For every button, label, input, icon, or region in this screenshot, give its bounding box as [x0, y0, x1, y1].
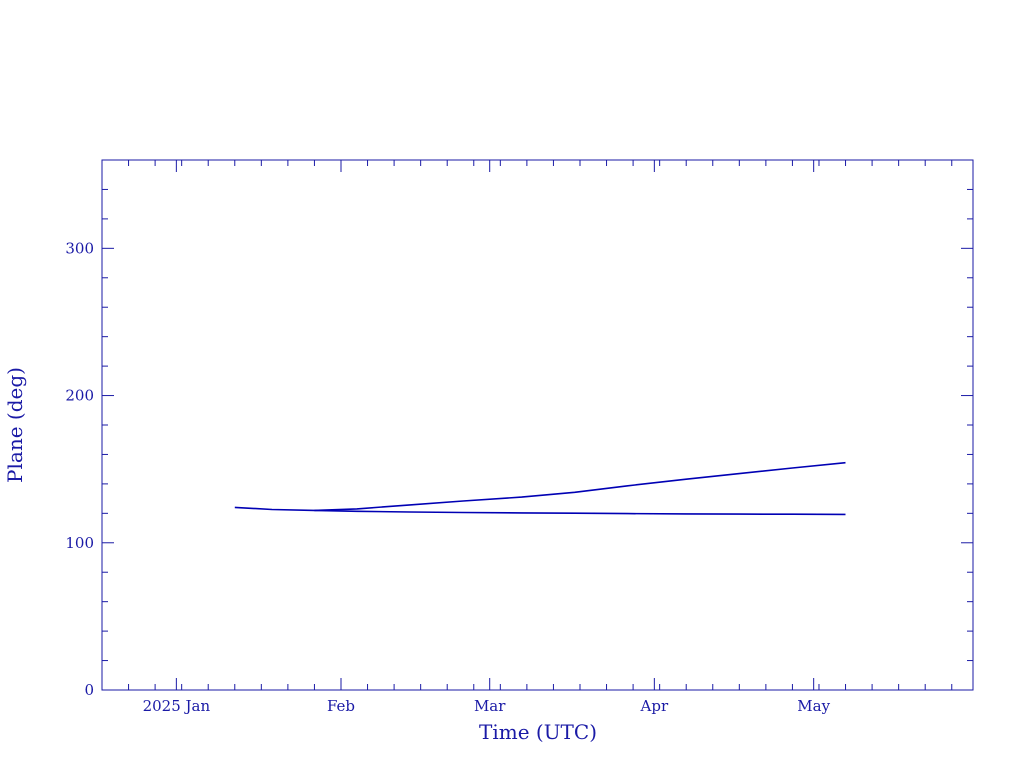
x-axis-title: Time (UTC)	[479, 720, 597, 744]
series-lines	[234, 461, 846, 516]
x-tick-label: 2025 Jan	[143, 697, 211, 715]
series-line-1	[234, 461, 846, 512]
axis-ticks	[102, 160, 973, 690]
series-line-2	[314, 509, 846, 516]
axis-tick-labels: 0 100 200 300 2025 Jan Feb Mar Apr May	[65, 239, 830, 715]
y-tick-label: 100	[65, 534, 94, 552]
y-tick-label: 300	[65, 239, 94, 257]
y-tick-label: 200	[65, 387, 94, 405]
x-tick-label: May	[797, 697, 830, 715]
plot-frame	[101, 159, 974, 691]
y-axis-title: Plane (deg)	[3, 367, 27, 483]
x-tick-label: Apr	[640, 697, 669, 715]
x-tick-label: Mar	[474, 697, 506, 715]
y-tick-label: 0	[84, 681, 94, 699]
x-tick-label: Feb	[327, 697, 355, 715]
